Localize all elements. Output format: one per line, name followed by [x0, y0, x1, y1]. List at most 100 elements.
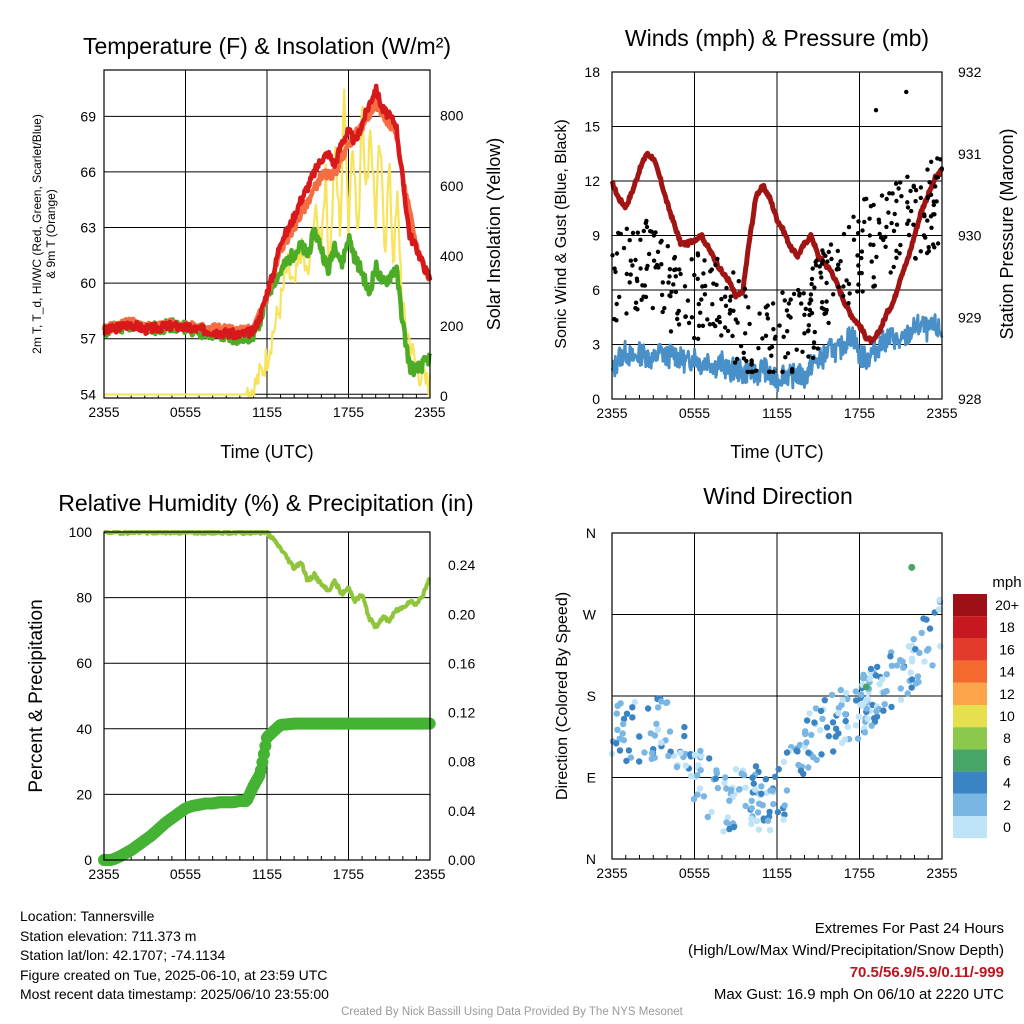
direction-point [852, 688, 860, 695]
gust-point [786, 301, 792, 306]
rh-y-tick-label: 40 [76, 721, 92, 737]
gust-point [614, 251, 620, 256]
wind-x-tick-label: 1155 [762, 405, 792, 421]
direction-point [613, 710, 620, 717]
rh-y-axis-label: Percent & Precipitation [26, 599, 47, 792]
direction-point [641, 749, 648, 756]
direction-point [795, 761, 802, 769]
gust-point [695, 276, 700, 281]
direction-point [904, 690, 911, 697]
precip-y2-tick-label: 0.16 [448, 655, 475, 671]
direction-point [754, 809, 762, 816]
gust-point [893, 181, 899, 186]
gust-point [682, 284, 688, 289]
gust-point [860, 289, 865, 294]
direction-point [813, 756, 820, 764]
gust-point [817, 264, 822, 269]
gust-point [802, 331, 807, 336]
gust-point [648, 229, 653, 234]
gust-point [701, 271, 706, 276]
gust-point [859, 249, 865, 254]
gust-point [713, 262, 718, 268]
direction-point [835, 709, 842, 717]
gust-point [785, 351, 791, 356]
gust-point [725, 328, 731, 334]
gust-point [905, 200, 910, 205]
figure-created: Figure created on Tue, 2025-06-10, at 23… [20, 966, 328, 983]
gust-point [627, 280, 632, 285]
gust-point [624, 271, 629, 277]
temp-y-tick-label: 57 [80, 331, 96, 347]
gust-point [932, 212, 937, 217]
direction-point [708, 808, 715, 816]
gust-point [757, 311, 762, 316]
gust-point [747, 321, 752, 327]
rh-y-tick-label: 80 [76, 590, 92, 606]
gust-point [831, 292, 836, 297]
direction-point [706, 755, 713, 762]
gust-point [904, 89, 909, 95]
gust-point [860, 228, 865, 233]
direction-point [673, 763, 681, 771]
gust-point [929, 159, 934, 164]
gust-point [784, 308, 790, 313]
gust-point [675, 311, 680, 316]
direction-point [888, 703, 895, 711]
gust-point [871, 284, 876, 289]
gust-point [641, 228, 646, 234]
speed-legend-label: 20+ [995, 597, 1019, 613]
gust-point [918, 195, 923, 201]
direction-point [627, 754, 635, 761]
direction-point [866, 675, 874, 682]
gust-point [771, 369, 776, 374]
direction-point [861, 729, 869, 736]
direction-point [750, 780, 757, 787]
gust-point [665, 244, 670, 249]
wind-y2-tick-label: 931 [958, 146, 982, 162]
gust-point [709, 267, 714, 272]
gust-point [777, 323, 782, 328]
gust-point [894, 198, 899, 204]
rh-y-tick-label: 20 [76, 786, 92, 802]
gust-point [876, 217, 881, 222]
gust-point [911, 184, 916, 190]
gust-point [614, 301, 619, 307]
gust-point [667, 293, 672, 298]
gust-point [650, 305, 655, 311]
direction-point [923, 647, 931, 654]
direction-point [694, 772, 701, 779]
direction-point [726, 797, 733, 804]
gust-point [695, 336, 701, 341]
gust-point [899, 194, 904, 199]
station-info: Location: Tannersville Station elevation… [20, 907, 329, 1005]
gust-point [805, 329, 811, 334]
gust-point [722, 294, 728, 299]
gust-point [741, 356, 747, 361]
gust-point [841, 293, 846, 299]
gust-point [628, 272, 633, 277]
direction-point [774, 808, 782, 816]
gust-point [765, 316, 771, 321]
wind-y-tick-label: 0 [592, 391, 600, 407]
gust-point [807, 307, 813, 313]
gust-point [813, 263, 819, 268]
gust-point [911, 222, 916, 227]
direction-point [817, 727, 824, 734]
gust-point [800, 349, 805, 354]
direction-point [723, 785, 730, 792]
gust-point [796, 287, 801, 293]
direction-point [837, 686, 844, 694]
gust-point [859, 270, 864, 276]
gust-point [633, 300, 639, 305]
temp-y-axis-label: & 9m T (Orange) [44, 189, 58, 279]
direction-point [817, 707, 825, 715]
direction-point [918, 629, 925, 637]
gust-point [799, 301, 804, 306]
gust-point [624, 311, 629, 316]
gust-point [719, 296, 724, 302]
gust-point [655, 249, 661, 254]
wind-y-tick-label: 12 [584, 173, 600, 189]
gust-point [818, 270, 823, 275]
direction-point [620, 715, 628, 723]
direction-point [916, 649, 923, 656]
